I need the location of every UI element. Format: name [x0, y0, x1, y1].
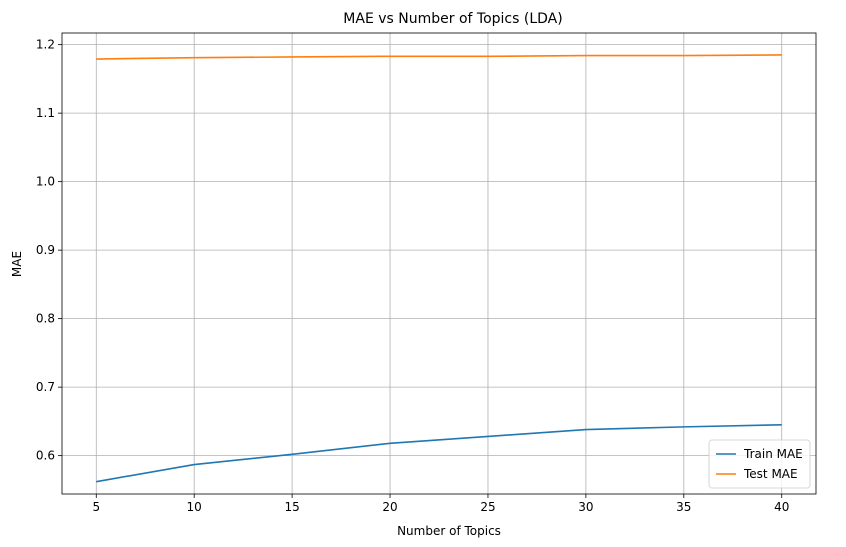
- legend-label: Train MAE: [743, 447, 803, 461]
- x-tick-label: 30: [578, 500, 593, 514]
- series-line-0: [96, 424, 782, 483]
- y-tick-label: 0.8: [36, 312, 55, 326]
- chart-title: MAE vs Number of Topics (LDA): [343, 11, 562, 27]
- x-tick-label: 25: [480, 500, 495, 514]
- plot-frame: [61, 32, 817, 495]
- y-axis-label: MAE: [10, 251, 24, 277]
- x-tick-label: 20: [382, 500, 397, 514]
- y-tick-label: 1.0: [36, 175, 55, 189]
- y-tick-label: 0.9: [36, 243, 55, 257]
- x-tick-label: 35: [676, 500, 691, 514]
- series-lines: [96, 54, 782, 483]
- grid: [62, 33, 816, 494]
- legend: Train MAE Test MAE: [708, 439, 811, 489]
- x-tick-label: 40: [774, 500, 789, 514]
- x-tick-label: 15: [284, 500, 299, 514]
- axes: 5 10 15 20 25 30 35 40 0.6 0.7 0.8 0.9 1.0 1.1 1.2: [36, 32, 817, 514]
- y-tick-label: 1.2: [36, 38, 55, 52]
- y-tick-label: 0.7: [36, 380, 55, 394]
- y-tick-label: 1.1: [36, 106, 55, 120]
- x-tick-label: 10: [187, 500, 202, 514]
- legend-box: [708, 439, 811, 489]
- series-line-1: [96, 54, 782, 60]
- legend-label: Test MAE: [743, 467, 798, 481]
- y-tick-label: 0.6: [36, 449, 55, 463]
- x-axis-label: Number of Topics: [397, 524, 501, 538]
- x-tick-label: 5: [92, 500, 100, 514]
